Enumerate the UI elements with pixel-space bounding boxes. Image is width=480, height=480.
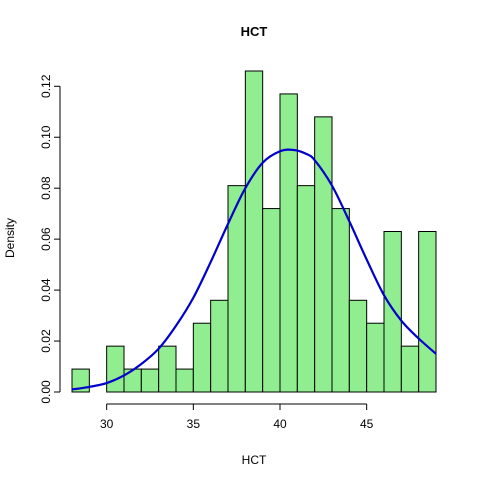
histogram-bar [71,368,90,393]
histogram-bar [331,208,350,393]
histogram-bar [140,368,160,393]
x-axis-label: HCT [242,453,267,467]
y-tick-label: 0.08 [39,176,53,200]
x-tick-label: 45 [360,417,374,431]
y-tick-label: 0.06 [39,227,53,251]
histogram-bar [366,322,385,393]
y-axis-label: Density [3,218,17,258]
x-axis: 30 35 40 45 [100,403,374,431]
x-tick-label: 30 [100,417,114,431]
histogram-bar [123,368,142,393]
histogram-bar [262,208,281,393]
histogram-bar [400,345,420,393]
y-tick-label: 0.02 [39,329,53,353]
density-curve [71,148,437,391]
y-tick-label: 0.04 [39,278,53,302]
histogram-bar [314,116,333,393]
chart-title: HCT [241,24,268,39]
y-axis: 0.00 0.02 0.04 0.06 0.08 0.10 0.12 [39,74,61,404]
histogram-bar [348,299,368,393]
histogram-bar [244,70,264,393]
histogram-bar [418,231,437,393]
y-tick-label: 0.10 [39,125,53,149]
histogram-bar [175,368,194,393]
x-tick-label: 35 [187,417,201,431]
x-tick-label: 40 [273,417,287,431]
y-tick-label: 0.00 [39,380,53,404]
y-tick-label: 0.12 [39,74,53,98]
histogram-bars [71,70,437,393]
histogram-bar [383,231,402,393]
histogram-bar [279,93,298,393]
histogram-bar [210,299,229,393]
histogram-bar [158,345,177,393]
histogram-bar [106,345,125,393]
histogram-bar [192,322,212,393]
histogram-bar [296,185,316,393]
